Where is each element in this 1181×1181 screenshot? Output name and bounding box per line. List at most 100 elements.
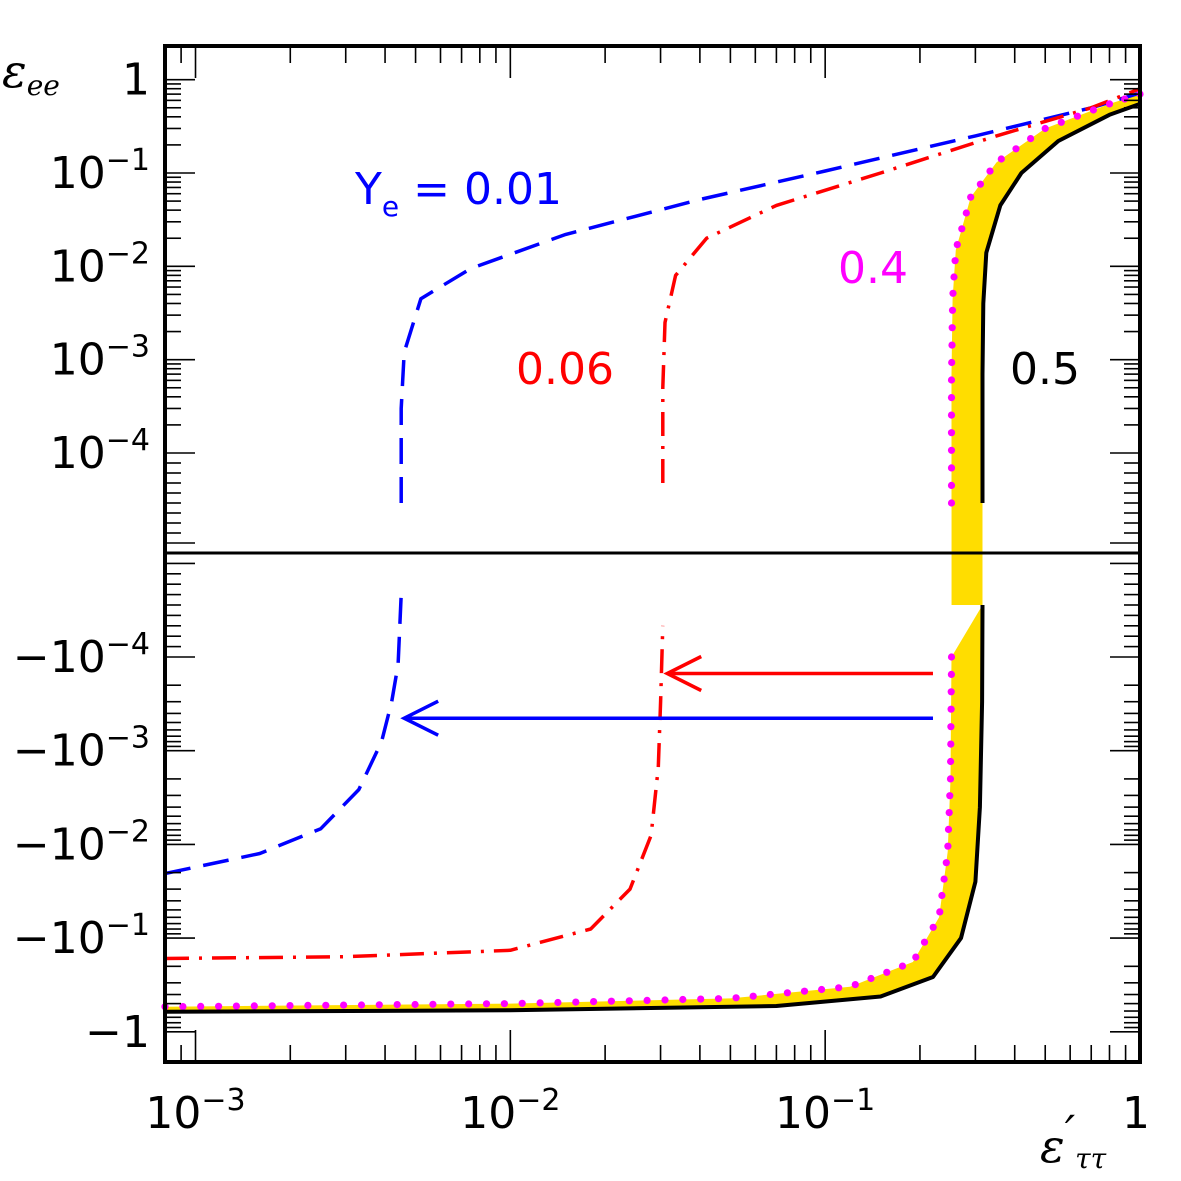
series-2-dot xyxy=(947,723,955,731)
y-axis-label: εee xyxy=(2,44,60,102)
series-2-branch-0 xyxy=(161,653,956,1011)
series-2-dot xyxy=(948,306,957,314)
y-tick-label-lower: −1 xyxy=(85,1007,150,1058)
series-2-dot xyxy=(429,1000,437,1008)
series-2-dot xyxy=(962,209,970,217)
series-2-dot xyxy=(590,998,598,1006)
series-2-dot xyxy=(661,996,669,1004)
series-2-dot xyxy=(867,974,875,983)
y-tick-label-upper: 1 xyxy=(122,55,150,106)
series-2-dot xyxy=(949,289,957,297)
series-2-dot xyxy=(482,1000,491,1008)
ticks xyxy=(164,46,1141,1062)
series-2-dot xyxy=(945,809,953,817)
series-2-dot xyxy=(986,167,994,175)
series-2-dot xyxy=(929,923,937,931)
y-tick-label-lower: −10−2 xyxy=(13,814,150,870)
series-2-dot xyxy=(946,792,954,800)
series-2-dot xyxy=(197,1002,205,1011)
y-tick-label-upper: 10−1 xyxy=(50,143,150,199)
y-tick-label-upper: 10−4 xyxy=(50,423,150,479)
band-region-0 xyxy=(165,605,983,1012)
series-2-dot xyxy=(953,241,961,249)
series-2-dot xyxy=(851,981,859,989)
series-2-dot xyxy=(554,998,562,1007)
series-2-dot xyxy=(997,155,1005,163)
series-label-3: 0.5 xyxy=(1010,344,1080,395)
series-2-dot xyxy=(947,376,956,384)
series-2-dot xyxy=(286,1002,294,1010)
series-2-dot xyxy=(946,775,955,783)
series-2-dot xyxy=(947,446,956,454)
series-2-dot xyxy=(447,1000,455,1008)
series-0-branch-1 xyxy=(399,91,1141,503)
series-2-dot xyxy=(1089,106,1097,114)
series-2-dot xyxy=(607,997,616,1005)
series-2-dot xyxy=(304,1001,312,1010)
series-2-dot xyxy=(883,968,891,976)
series-1-branch-1 xyxy=(661,87,1141,483)
y-tick-label-upper: 10−2 xyxy=(50,236,150,292)
series-2-dot xyxy=(732,994,740,1002)
series-2-dot xyxy=(1073,112,1081,120)
series-1-branch-0 xyxy=(164,625,665,961)
series-2-dot xyxy=(942,859,950,867)
series-2-dot xyxy=(1121,95,1129,103)
series-2-dot xyxy=(250,1002,258,1010)
series-2-dot xyxy=(179,1003,187,1011)
series-2-dot xyxy=(947,481,956,489)
series-2-dot xyxy=(947,499,956,507)
series-2-dot xyxy=(947,688,955,696)
series-2-dot xyxy=(948,358,956,367)
series-2-dot xyxy=(948,324,956,332)
x-tick-label: 1 xyxy=(1122,1088,1150,1139)
series-2-dot xyxy=(697,995,705,1003)
x-tick-label: 10−2 xyxy=(460,1083,560,1139)
series-2-dot xyxy=(947,757,955,766)
series-2-dot xyxy=(940,875,948,883)
series-2-dot xyxy=(958,225,966,233)
series-label-1: 0.06 xyxy=(516,344,614,395)
series-2-dot xyxy=(643,996,651,1005)
series-2-dot xyxy=(976,180,985,188)
series-2-dot xyxy=(898,962,907,970)
series-2-dot xyxy=(912,953,920,961)
series-3-branch-0 xyxy=(164,604,985,1014)
series-2-branch-1 xyxy=(947,90,1144,507)
series-2-dot xyxy=(947,394,956,402)
x-tick-label: 10−3 xyxy=(145,1083,245,1139)
series-2-dot xyxy=(1057,118,1065,126)
label-layer: εee ε′ττ Ye = 0.01 0.06 0.4 0.5 xyxy=(2,44,1107,1175)
x-tick-label: 10−1 xyxy=(775,1083,875,1139)
series-2-dot xyxy=(1105,100,1114,108)
series-2-dot xyxy=(947,670,956,679)
y-tick-label-lower: −10−1 xyxy=(13,908,150,964)
series-2-dot xyxy=(948,341,956,349)
series-2-dot xyxy=(1041,124,1049,133)
axis-layer: 10−3 10−2 10−1 1 1 10−1 10−2 10−3 10−4 −10−4 −10−3… xyxy=(13,44,1150,1139)
series-2-dot xyxy=(518,999,526,1007)
series-2-dot xyxy=(950,273,958,281)
series-2-dot xyxy=(947,705,955,713)
series-2-dot xyxy=(938,891,946,900)
series-2-dot xyxy=(783,989,792,997)
arrow-1-head xyxy=(400,699,439,737)
series-2-dot xyxy=(1012,145,1020,153)
series-2-dot xyxy=(714,995,723,1003)
series-2-dot xyxy=(268,1002,276,1010)
series-0-branch-0 xyxy=(164,594,403,876)
series-2-dot xyxy=(947,740,955,748)
series-2-dot xyxy=(375,1001,383,1009)
y-tick-label-upper: 10−3 xyxy=(50,330,150,386)
series-2-dot xyxy=(572,998,580,1006)
series-2-dot xyxy=(357,1001,366,1009)
series-label-0: Ye = 0.01 xyxy=(354,164,562,223)
series-2-dot xyxy=(947,411,956,419)
arrow-0 xyxy=(663,654,933,693)
series-2-dot xyxy=(465,1000,473,1008)
series-2-dot xyxy=(679,995,687,1004)
tick-labels: 10−3 10−2 10−1 1 1 10−1 10−2 10−3 10−4 −10−4 −10−3… xyxy=(13,55,1150,1139)
y-tick-label-lower: −10−4 xyxy=(13,627,150,683)
series-2-dot xyxy=(411,1000,419,1009)
series-2-dot xyxy=(800,987,809,995)
